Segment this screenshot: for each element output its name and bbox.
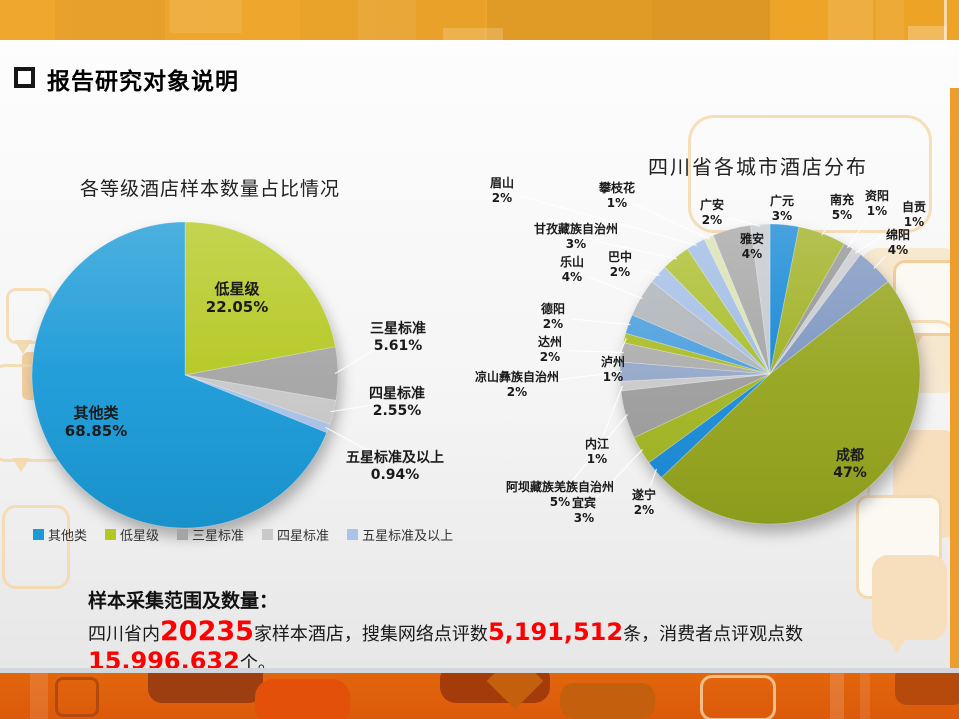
footer-text: 四川省内 bbox=[88, 624, 160, 645]
bottom-banner bbox=[0, 673, 959, 719]
footer-stat: 20235 bbox=[160, 616, 254, 647]
footer-body: 四川省内20235家样本酒店，搜集网络点评数5,191,512条，消费者点评观点… bbox=[88, 616, 948, 668]
footer-heading: 样本采集范围及数量： bbox=[88, 590, 279, 612]
legend-swatch bbox=[347, 529, 359, 540]
footer-stat: 15,996,632 bbox=[88, 647, 240, 668]
city-distribution-pie-chart bbox=[619, 223, 921, 525]
legend-item-四星标准: 四星标准 bbox=[262, 525, 329, 544]
footer-text: 条，消费者点评观点数 bbox=[623, 624, 804, 645]
pie-label-眉山: 眉山 2% bbox=[489, 176, 515, 205]
footer-text: 家样本酒店，搜集网络点评数 bbox=[253, 624, 488, 645]
pie-gloss bbox=[620, 224, 920, 524]
footer-text: 个。 bbox=[239, 653, 276, 668]
legend-item-三星标准: 三星标准 bbox=[177, 525, 244, 544]
pie-label-四星标准: 四星标准 2.55% bbox=[369, 386, 425, 419]
legend: 其他类 低星级 三星标准 四星标准 五星标准及以上 bbox=[33, 525, 453, 544]
legend-label: 其他类 bbox=[48, 529, 88, 544]
decor-bubble bbox=[560, 683, 655, 719]
pie-label-攀枝花: 攀枝花 1% bbox=[598, 181, 636, 210]
decor-bubble-tail bbox=[888, 639, 906, 653]
pie-label-三星标准: 三星标准 5.61% bbox=[370, 321, 426, 354]
banner-block bbox=[443, 28, 503, 40]
decor-bubble bbox=[895, 673, 959, 705]
banner-block bbox=[944, 0, 947, 40]
pie-label-宜宾: 宜宾 3% bbox=[571, 496, 597, 525]
right-chart-title: 四川省各城市酒店分布 bbox=[648, 155, 868, 179]
legend-swatch bbox=[33, 529, 44, 540]
banner-block bbox=[170, 0, 242, 33]
decor-bubble bbox=[872, 555, 947, 640]
divider-line bbox=[0, 668, 959, 673]
leader-line bbox=[534, 371, 623, 384]
top-banner bbox=[0, 0, 959, 40]
banner-block bbox=[860, 673, 870, 719]
decor-bubble bbox=[700, 675, 776, 719]
banner-block bbox=[55, 0, 165, 40]
banner-block bbox=[30, 673, 48, 719]
pie-label-甘孜藏族自治州: 甘孜藏族自治州 3% bbox=[533, 222, 619, 251]
pie-label-内江: 内江 1% bbox=[584, 437, 610, 466]
pie-label-达州: 达州 2% bbox=[537, 335, 563, 364]
decor-bubble-tail bbox=[12, 458, 30, 472]
decor-bubble bbox=[148, 673, 263, 703]
banner-block bbox=[487, 0, 652, 40]
legend-item-其他类: 其他类 bbox=[33, 525, 87, 544]
legend-item-低星级: 低星级 bbox=[105, 525, 159, 544]
header: 报告研究对象说明 bbox=[14, 62, 239, 96]
banner-block bbox=[830, 673, 844, 719]
pie-label-德阳: 德阳 2% bbox=[540, 302, 566, 331]
pie-label-凉山彝族自治州: 凉山彝族自治州 2% bbox=[474, 370, 560, 399]
legend-item-五星标准及以上: 五星标准及以上 bbox=[347, 525, 453, 544]
banner-block bbox=[358, 0, 416, 40]
banner-block bbox=[652, 0, 770, 40]
square-bullet-icon bbox=[14, 67, 35, 88]
pie-gloss bbox=[32, 222, 338, 528]
footer-stat: 5,191,512 bbox=[487, 618, 624, 646]
legend-swatch bbox=[262, 529, 274, 540]
pie-label-乐山: 乐山 4% bbox=[559, 255, 585, 284]
hotel-grade-pie-chart bbox=[31, 221, 339, 529]
page-title: 报告研究对象说明 bbox=[47, 69, 239, 95]
legend-label: 低星级 bbox=[120, 529, 160, 544]
legend-label: 五星标准及以上 bbox=[362, 529, 454, 544]
decor-strip bbox=[950, 88, 959, 668]
legend-swatch bbox=[177, 529, 189, 540]
pie-label-五星标准及以上: 五星标准及以上 0.94% bbox=[346, 450, 444, 483]
legend-label: 三星标准 bbox=[192, 529, 245, 544]
legend-label: 四星标准 bbox=[277, 529, 330, 544]
left-chart-title: 各等级酒店样本数量占比情况 bbox=[80, 178, 341, 200]
decor-bubble bbox=[255, 679, 350, 719]
banner-block bbox=[828, 0, 873, 40]
decor-bubble-tail bbox=[14, 340, 32, 354]
banner-block bbox=[876, 0, 904, 40]
slide-content: 报告研究对象说明 各等级酒店样本数量占比情况 四川省各城市酒店分布 低星级 22.… bbox=[0, 40, 959, 668]
legend-swatch bbox=[105, 529, 117, 540]
decor-bubble bbox=[55, 677, 99, 717]
pie-label-阿坝藏族羌族自治州: 阿坝藏族羌族自治州 5% bbox=[505, 480, 615, 509]
decor-bubble bbox=[2, 505, 70, 589]
banner-block bbox=[908, 26, 946, 40]
